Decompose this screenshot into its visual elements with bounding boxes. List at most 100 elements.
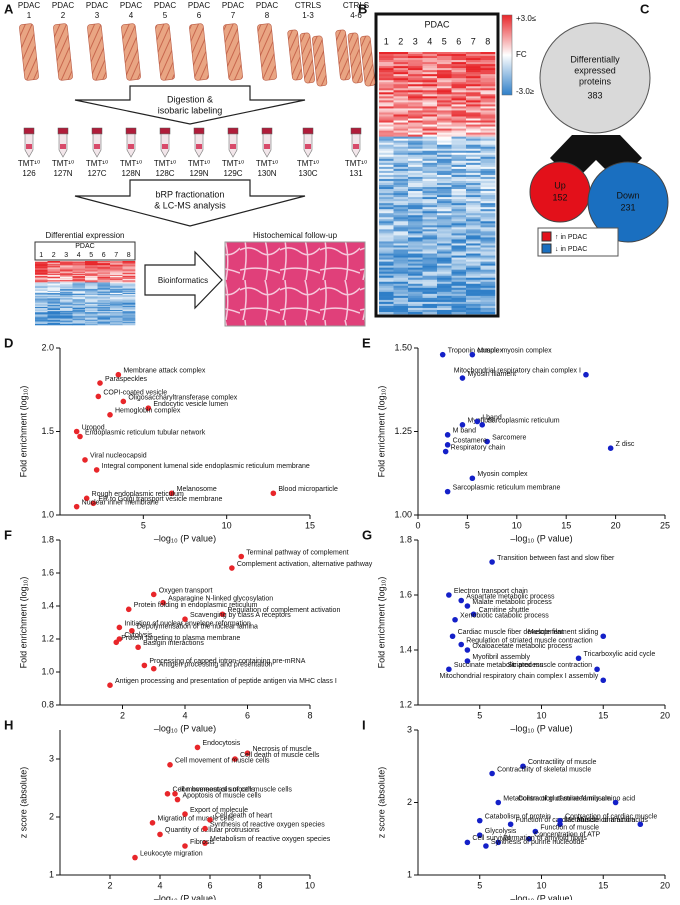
heatmap-cell xyxy=(122,274,136,277)
point-label: Malate metabolic process xyxy=(472,599,552,606)
heatmap-cell xyxy=(480,255,496,258)
heatmap-cell xyxy=(72,291,86,294)
heatmap-cell xyxy=(422,279,438,283)
heatmap-cell xyxy=(60,290,73,293)
heatmap-cell xyxy=(451,285,467,289)
sample-group: PDAC xyxy=(222,1,244,10)
heatmap-cell xyxy=(480,152,496,156)
point-label: Oxygen transport xyxy=(159,587,213,594)
heatmap-cell xyxy=(60,285,73,287)
heatmap-cell xyxy=(466,285,481,289)
heatmap-cell xyxy=(437,293,452,297)
heatmap-cell xyxy=(408,215,423,218)
heatmap-cell xyxy=(110,300,123,302)
heatmap-cell xyxy=(379,299,394,303)
heatmap-cell xyxy=(480,146,496,150)
heatmap-cell xyxy=(72,285,86,287)
point-label: Catabolism of protein xyxy=(485,813,551,820)
tube-cap xyxy=(57,127,69,135)
heatmap-cell xyxy=(408,142,423,146)
heatmap-cell xyxy=(97,288,111,291)
circle-count: 152 xyxy=(552,192,567,202)
heatmap-cell xyxy=(110,297,123,299)
heatmap-cell xyxy=(393,84,409,87)
heatmap-cell xyxy=(97,311,111,313)
heatmap-cell xyxy=(379,305,394,309)
heatmap-cell xyxy=(422,271,438,274)
heatmap-cell xyxy=(110,262,123,264)
heatmap-cell xyxy=(422,126,438,129)
heatmap-cell xyxy=(451,277,467,281)
heatmap-cell xyxy=(72,305,86,308)
heatmap-cell xyxy=(97,300,111,302)
heatmap-cell xyxy=(422,285,438,289)
sample-group: PDAC xyxy=(154,1,176,10)
heatmap-cell xyxy=(451,92,467,95)
heatmap-cell xyxy=(466,122,481,125)
heatmap-cell xyxy=(422,180,438,184)
heatmap-cell xyxy=(408,225,423,228)
heatmap-cell xyxy=(480,197,496,200)
heatmap-cell xyxy=(47,266,61,268)
heatmap-cell xyxy=(466,201,481,204)
heatmap-cell xyxy=(379,80,394,83)
heatmap-cell xyxy=(35,307,48,310)
heatmap-cell xyxy=(85,312,98,314)
heatmap-cell xyxy=(437,199,452,202)
heatmap-cell xyxy=(466,174,481,178)
point-label: Basigin interactions xyxy=(143,640,204,647)
tmt-channel: 129N xyxy=(189,169,208,178)
heatmap-cell xyxy=(72,294,86,296)
circle-title: expressed xyxy=(574,65,616,75)
heatmap-cell xyxy=(72,302,86,304)
data-point xyxy=(120,398,127,405)
heatmap-cell xyxy=(379,102,394,105)
tube-cap xyxy=(193,127,205,135)
heatmap-cell xyxy=(122,272,136,275)
heatmap-cell xyxy=(379,307,394,311)
heatmap-cell xyxy=(466,229,481,232)
point-label: Cytolysis xyxy=(124,632,153,639)
heatmap-cell xyxy=(393,128,409,131)
heatmap-cell xyxy=(110,315,123,317)
heatmap-cell xyxy=(47,265,61,267)
heatmap-cell xyxy=(451,62,467,65)
heatmap-cell xyxy=(379,227,394,230)
heatmap-cell xyxy=(422,281,438,285)
heatmap-cell xyxy=(393,100,409,103)
tube-content xyxy=(230,144,236,149)
tube-content xyxy=(196,144,202,149)
heatmap-cell xyxy=(393,205,409,208)
heatmap-cell xyxy=(466,255,481,258)
heatmap-cell xyxy=(110,270,123,272)
heatmap-cell xyxy=(35,267,48,269)
heatmap-cell xyxy=(60,281,73,283)
data-point xyxy=(532,828,539,835)
heatmap-cell xyxy=(97,323,111,326)
heatmap-cell xyxy=(480,201,496,204)
heatmap-cell xyxy=(451,98,467,101)
heatmap-cell xyxy=(437,201,452,204)
heatmap-cell xyxy=(437,197,452,200)
heatmap-cell xyxy=(122,270,136,272)
heatmap-cell xyxy=(393,68,409,71)
heatmap-cell xyxy=(72,312,86,314)
x-tick-label: 10 xyxy=(512,520,522,530)
heatmap-cell xyxy=(379,72,394,75)
heatmap-cell xyxy=(408,251,423,254)
heatmap-cell xyxy=(35,297,48,299)
heatmap-cell xyxy=(408,82,423,85)
heatmap-cell xyxy=(451,116,467,119)
data-point xyxy=(182,843,188,849)
heatmap-cell xyxy=(379,144,394,148)
heatmap-cell xyxy=(408,80,423,83)
heatmap-cell xyxy=(60,297,73,299)
heatmap-cell xyxy=(122,291,136,294)
heatmap-cell xyxy=(437,285,452,289)
heatmap-cell xyxy=(408,291,423,295)
heatmap-cell xyxy=(97,275,111,278)
heatmap-cell xyxy=(422,305,438,309)
heatmap-cell xyxy=(97,310,111,312)
heatmap-cell xyxy=(85,270,98,272)
heatmap-cell xyxy=(437,120,452,123)
